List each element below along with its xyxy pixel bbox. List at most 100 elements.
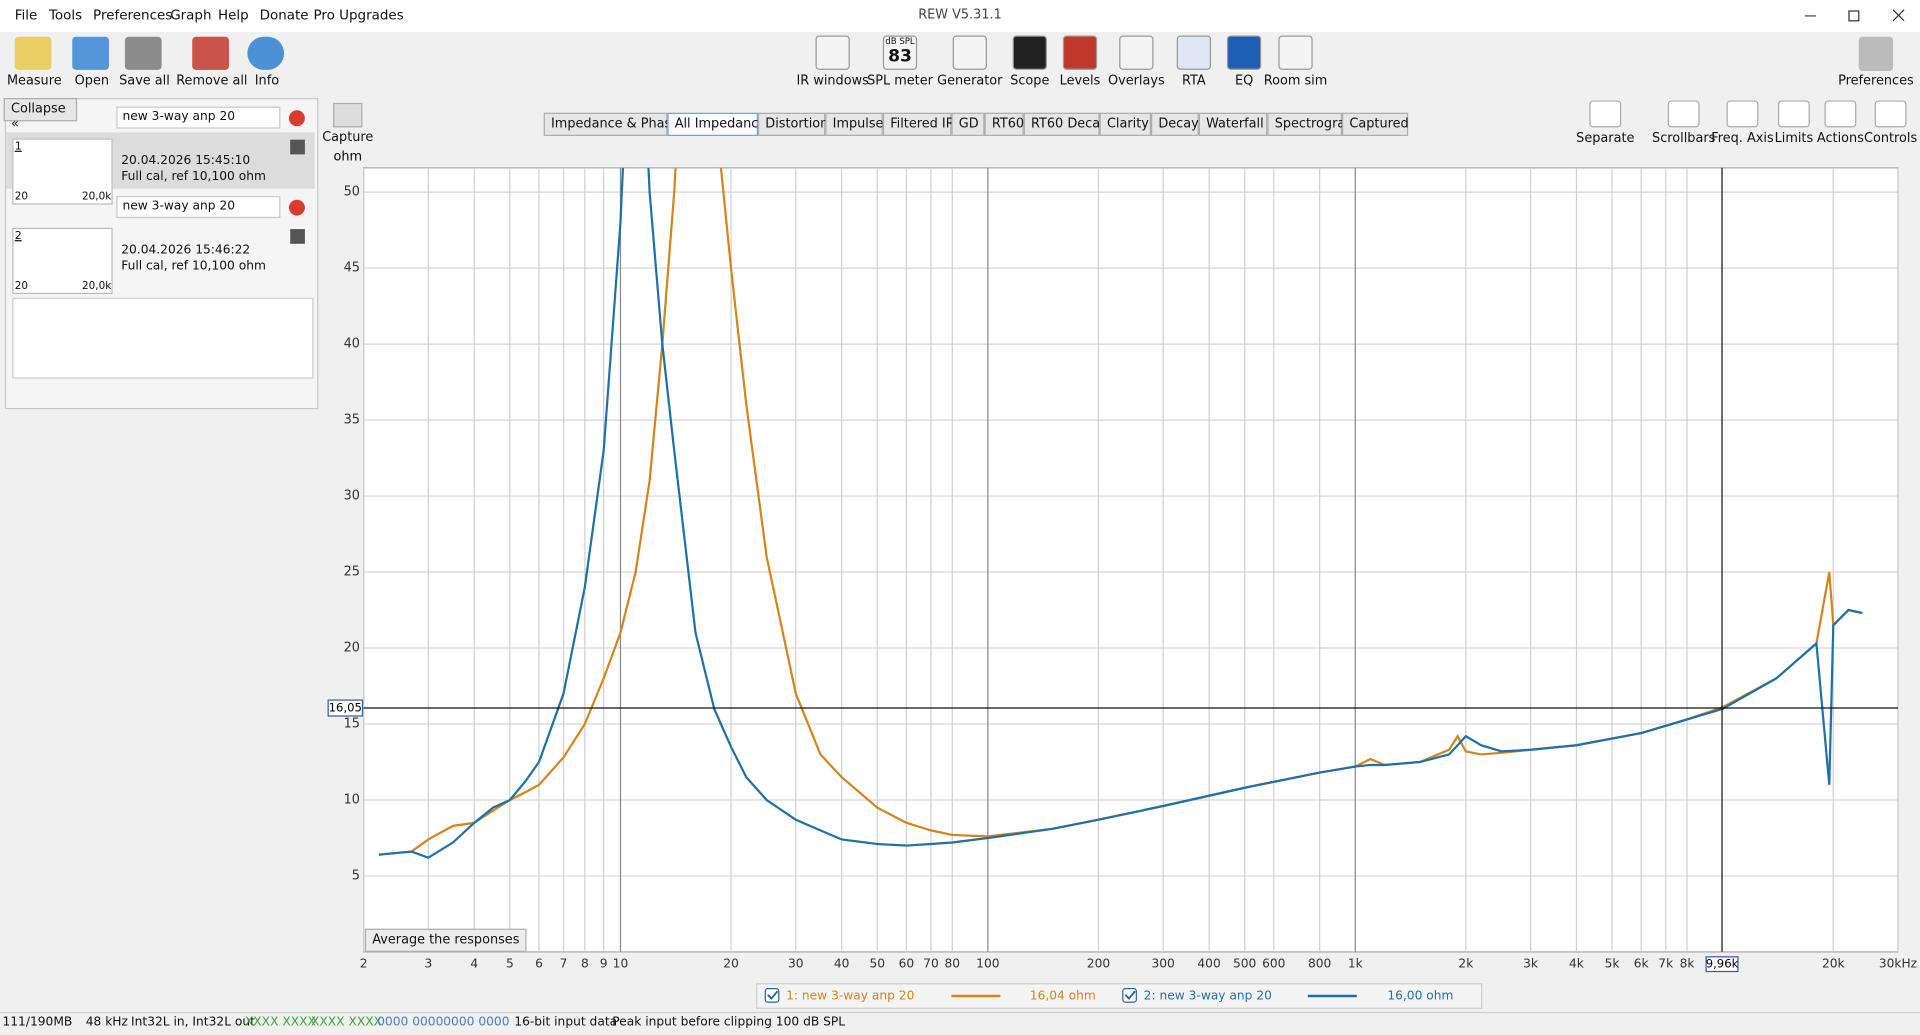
toolbar-icon[interactable] bbox=[815, 35, 850, 70]
collapse-button[interactable]: Collapse « bbox=[3, 98, 78, 131]
legend-checkbox[interactable] bbox=[764, 988, 780, 1003]
cursor-x-label: 9,96k bbox=[1706, 957, 1739, 971]
menu-item[interactable]: File bbox=[14, 7, 38, 24]
window-title: REW V5.31.1 bbox=[918, 7, 1002, 23]
graph-tool-label[interactable]: Separate bbox=[1576, 131, 1635, 146]
y-tick-label: 15 bbox=[344, 716, 360, 731]
toolbar-icon[interactable] bbox=[14, 36, 52, 70]
menu-item[interactable]: Tools bbox=[48, 7, 83, 24]
series-line bbox=[378, 167, 1863, 859]
x-tick-label: 70 bbox=[923, 957, 939, 971]
average-button[interactable]: Average the responses bbox=[364, 928, 527, 952]
tab[interactable]: Impedance & Phase bbox=[543, 112, 679, 136]
graph-tool-icon[interactable] bbox=[1589, 100, 1622, 128]
legend-checkbox[interactable] bbox=[1122, 988, 1137, 1003]
tab[interactable]: Decay bbox=[1151, 112, 1199, 136]
x-tick-label: 6k bbox=[1634, 957, 1650, 971]
toolbar-label[interactable]: Save all bbox=[119, 73, 170, 89]
toolbar-icon[interactable] bbox=[952, 35, 987, 70]
toolbar-label[interactable]: Info bbox=[254, 73, 280, 89]
graph-tool-label[interactable]: Actions bbox=[1816, 131, 1864, 146]
graph-tool-icon[interactable] bbox=[1824, 100, 1857, 128]
measurement-name[interactable]: new 3-way anp 20 bbox=[116, 196, 281, 219]
toolbar-icon[interactable] bbox=[1858, 36, 1894, 72]
toolbar-label[interactable]: IR windows bbox=[796, 73, 869, 89]
toolbar-icon[interactable] bbox=[1062, 35, 1098, 70]
menu-item[interactable]: Help bbox=[217, 7, 249, 24]
y-tick-label: 20 bbox=[344, 641, 360, 656]
toolbar-icon[interactable] bbox=[247, 36, 285, 70]
x-tick-label: 4 bbox=[470, 957, 478, 971]
toolbar-label[interactable]: Room sim bbox=[1263, 73, 1328, 89]
tab[interactable]: Spectrogram bbox=[1267, 112, 1358, 136]
thumbnail[interactable] bbox=[12, 138, 113, 205]
toolbar-icon[interactable] bbox=[192, 36, 229, 70]
toolbar-icon[interactable] bbox=[1012, 35, 1047, 70]
toolbar-icon[interactable] bbox=[1226, 35, 1262, 70]
toolbar-label[interactable]: RTA bbox=[1182, 73, 1206, 89]
menu-item[interactable]: Pro Upgrades bbox=[313, 7, 404, 24]
menu-item[interactable]: Donate bbox=[259, 7, 309, 24]
toolbar-icon[interactable] bbox=[882, 35, 918, 70]
tab[interactable]: Clarity bbox=[1099, 112, 1152, 136]
toolbar-label[interactable]: Open bbox=[74, 73, 110, 89]
toolbar-icon[interactable] bbox=[124, 36, 162, 70]
toolbar-label[interactable]: SPL meter bbox=[867, 73, 933, 89]
menu-item[interactable]: Graph bbox=[170, 7, 212, 24]
toolbar-label[interactable]: Levels bbox=[1059, 73, 1101, 89]
cursor-y-label: 16,05 bbox=[329, 701, 362, 715]
capture-icon[interactable] bbox=[333, 102, 363, 128]
measurement-notes: Full cal, ref 10,100 ohm bbox=[121, 259, 266, 274]
menu-item[interactable]: Preferences bbox=[93, 7, 173, 24]
toolbar-icon[interactable] bbox=[1119, 35, 1154, 70]
toolbar-label[interactable]: Remove all bbox=[176, 73, 248, 89]
tab[interactable]: Impulse bbox=[825, 112, 883, 136]
graph-tool-label[interactable]: Limits bbox=[1774, 131, 1814, 146]
toolbar-icon[interactable] bbox=[1176, 35, 1212, 70]
graph-tool-label[interactable]: Freq. Axis bbox=[1711, 131, 1774, 146]
status-bar bbox=[0, 1011, 1920, 1035]
graph-tool-label[interactable]: Scrollbars bbox=[1652, 131, 1716, 146]
graph-tool-icon[interactable] bbox=[1726, 100, 1759, 128]
x-tick-label: 8k bbox=[1680, 957, 1696, 971]
tab[interactable]: GD bbox=[951, 112, 985, 136]
toolbar-label[interactable]: Preferences bbox=[1838, 73, 1914, 89]
graph-tool-label[interactable]: Controls bbox=[1864, 131, 1918, 146]
measurement-name[interactable]: new 3-way anp 20 bbox=[116, 106, 281, 129]
tab[interactable]: RT60 bbox=[984, 112, 1024, 136]
toolbar-icon[interactable] bbox=[1278, 35, 1313, 70]
tab[interactable]: Distortion bbox=[757, 112, 828, 136]
toolbar-icon[interactable] bbox=[72, 36, 109, 70]
legend-name: 1: new 3-way anp 20 bbox=[786, 989, 914, 1003]
capture-label: Capture bbox=[322, 129, 374, 145]
tab[interactable]: Filtered IR bbox=[882, 112, 955, 136]
tab[interactable]: Waterfall bbox=[1198, 112, 1268, 136]
thumbnail[interactable] bbox=[12, 227, 113, 295]
x-tick-label: 7 bbox=[560, 957, 568, 971]
remove-icon[interactable] bbox=[288, 110, 305, 127]
toolbar-label[interactable]: Scope bbox=[1010, 73, 1050, 89]
tab[interactable]: RT60 Decay bbox=[1023, 112, 1108, 136]
remove-icon[interactable] bbox=[288, 199, 305, 216]
toolbar-label[interactable]: EQ bbox=[1234, 73, 1254, 89]
thumb-min: 20 bbox=[14, 191, 28, 204]
tab[interactable]: Captured bbox=[1342, 112, 1409, 136]
toolbar-label[interactable]: Measure bbox=[6, 73, 62, 89]
x-tick-label: 3k bbox=[1523, 957, 1539, 971]
window-controls[interactable] bbox=[1788, 5, 1920, 27]
x-tick-label: 600 bbox=[1262, 957, 1285, 971]
tool-icon[interactable] bbox=[290, 229, 305, 244]
graph-tool-icon[interactable] bbox=[1777, 100, 1810, 128]
check-mark bbox=[767, 990, 779, 1000]
status-item: XXXX XXXX bbox=[244, 1015, 316, 1030]
x-tick-label: 2 bbox=[360, 957, 368, 971]
graph-tool-icon[interactable] bbox=[1667, 100, 1700, 128]
toolbar-label[interactable]: Overlays bbox=[1107, 73, 1165, 89]
tab[interactable]: All Impedance bbox=[667, 112, 766, 136]
graph-tool-icon[interactable] bbox=[1874, 100, 1907, 128]
y-tick-label: 45 bbox=[344, 261, 360, 276]
toolbar-label[interactable]: Generator bbox=[937, 73, 1003, 89]
tool-icon[interactable] bbox=[290, 139, 305, 155]
x-tick-label: 500 bbox=[1233, 957, 1256, 971]
